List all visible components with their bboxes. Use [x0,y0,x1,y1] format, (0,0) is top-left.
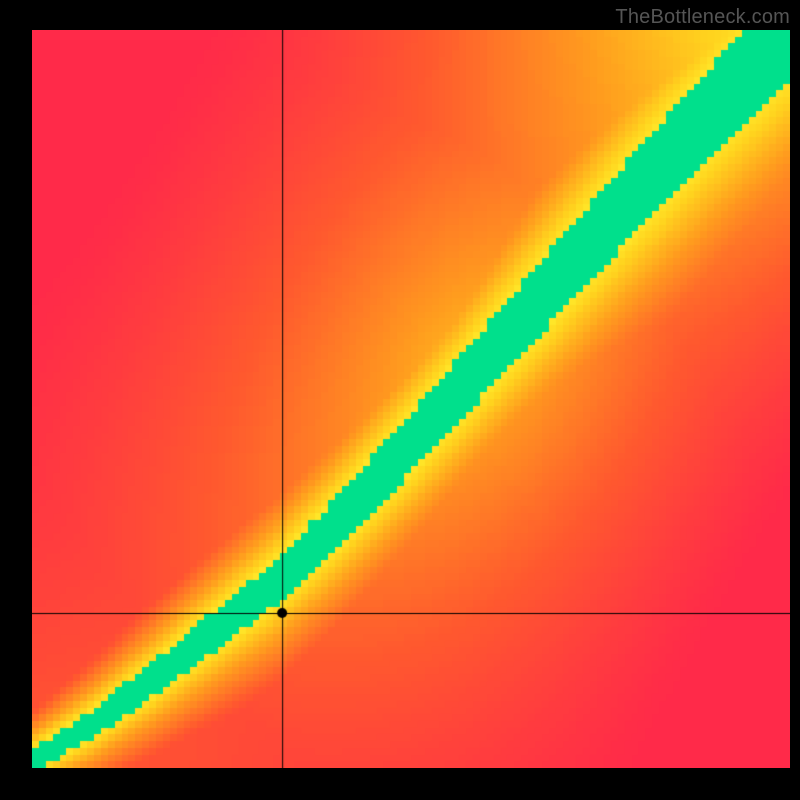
bottleneck-heatmap [32,30,790,768]
chart-frame: TheBottleneck.com [0,0,800,800]
watermark-text: TheBottleneck.com [615,6,790,29]
